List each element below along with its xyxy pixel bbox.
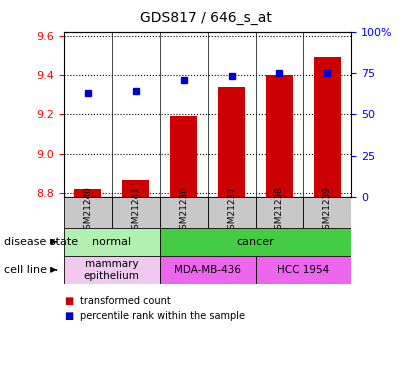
Text: mammary
epithelium: mammary epithelium: [84, 259, 140, 280]
FancyBboxPatch shape: [256, 256, 351, 284]
FancyBboxPatch shape: [112, 197, 159, 228]
Text: GSM21239: GSM21239: [323, 186, 332, 235]
Text: GSM21237: GSM21237: [227, 186, 236, 235]
Bar: [266, 75, 293, 197]
FancyBboxPatch shape: [159, 197, 208, 228]
Text: transformed count: transformed count: [80, 296, 171, 306]
FancyBboxPatch shape: [208, 197, 256, 228]
Text: HCC 1954: HCC 1954: [277, 265, 330, 275]
Text: ■: ■: [64, 311, 73, 321]
FancyBboxPatch shape: [159, 228, 351, 256]
Text: MDA-MB-436: MDA-MB-436: [174, 265, 241, 275]
Text: GSM21240: GSM21240: [83, 186, 92, 235]
Text: GSM21238: GSM21238: [275, 186, 284, 235]
Bar: [74, 189, 101, 197]
FancyBboxPatch shape: [64, 228, 159, 256]
Text: GSM21241: GSM21241: [131, 186, 140, 235]
Bar: [122, 180, 149, 197]
Bar: [314, 57, 341, 197]
Text: disease state: disease state: [4, 237, 78, 247]
Text: GSM21236: GSM21236: [179, 186, 188, 235]
FancyBboxPatch shape: [256, 197, 303, 228]
Text: cell line: cell line: [4, 265, 47, 275]
Text: normal: normal: [92, 237, 131, 247]
Bar: [218, 87, 245, 197]
FancyBboxPatch shape: [303, 197, 351, 228]
Bar: [171, 116, 197, 197]
Text: percentile rank within the sample: percentile rank within the sample: [80, 311, 245, 321]
Text: ■: ■: [64, 296, 73, 306]
Text: GDS817 / 646_s_at: GDS817 / 646_s_at: [140, 11, 271, 25]
Text: cancer: cancer: [237, 237, 275, 247]
FancyBboxPatch shape: [64, 197, 112, 228]
FancyBboxPatch shape: [64, 256, 159, 284]
FancyBboxPatch shape: [159, 256, 256, 284]
